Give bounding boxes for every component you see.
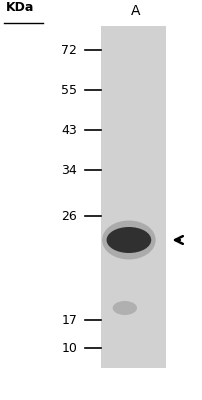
- Text: 17: 17: [61, 314, 77, 326]
- Text: 43: 43: [61, 124, 77, 136]
- Ellipse shape: [102, 220, 155, 260]
- Text: 34: 34: [61, 164, 77, 176]
- Text: 55: 55: [61, 84, 77, 96]
- Ellipse shape: [106, 227, 150, 253]
- Text: 10: 10: [61, 342, 77, 354]
- Text: 72: 72: [61, 44, 77, 56]
- Ellipse shape: [112, 301, 136, 315]
- Text: A: A: [131, 4, 140, 18]
- Text: KDa: KDa: [6, 1, 34, 14]
- Text: 26: 26: [61, 210, 77, 222]
